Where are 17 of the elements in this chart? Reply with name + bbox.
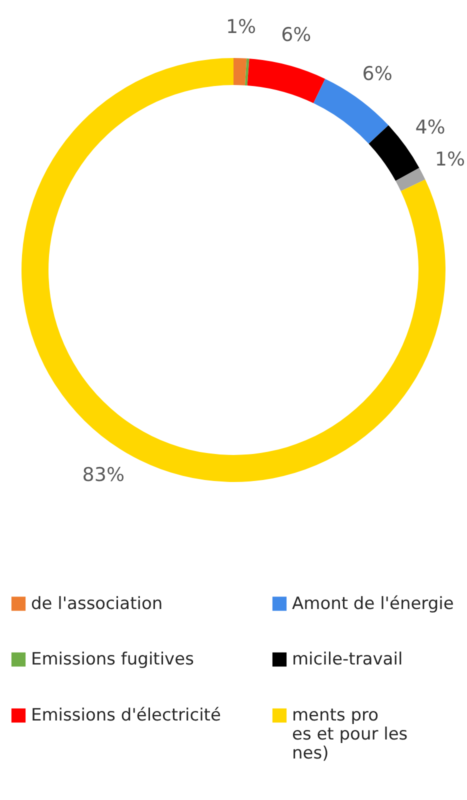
legend-label: Emissions fugitives	[31, 650, 194, 670]
data-label: 4%	[415, 116, 446, 138]
donut-slice	[234, 58, 247, 86]
legend-label: de l'association	[31, 594, 163, 614]
data-label: 6%	[281, 24, 312, 46]
legend-label: micile-travail	[292, 650, 403, 670]
legend-label: Amont de l'énergie	[292, 594, 454, 614]
donut-slice	[313, 78, 388, 144]
data-label: 83%	[82, 464, 125, 486]
data-label: 6%	[362, 63, 392, 86]
legend-label: ments pro es et pour les nes)	[292, 706, 408, 764]
data-label: 1%	[434, 148, 466, 171]
data-label: 1%	[226, 16, 256, 38]
donut-slice	[247, 58, 326, 104]
donut-slice	[244, 58, 250, 86]
legend-label: Emissions d'électricité	[31, 706, 221, 726]
donut-slice	[396, 168, 426, 192]
